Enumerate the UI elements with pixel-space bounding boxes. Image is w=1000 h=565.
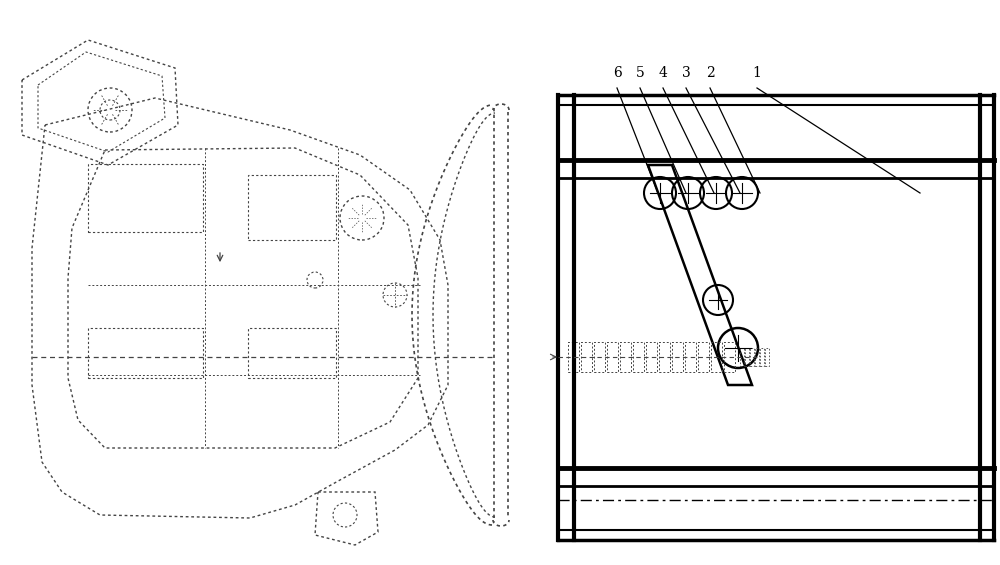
Bar <box>248 175 336 240</box>
Text: 2: 2 <box>706 66 714 80</box>
Bar <box>568 342 579 372</box>
Bar <box>724 342 735 372</box>
Bar <box>633 342 644 372</box>
Bar <box>646 342 657 372</box>
Bar <box>711 342 722 372</box>
Bar <box>755 348 759 366</box>
Text: 1: 1 <box>753 66 761 80</box>
Bar <box>672 342 683 372</box>
Bar <box>760 348 764 366</box>
Text: 6: 6 <box>613 66 621 80</box>
Bar <box>659 342 670 372</box>
Bar <box>620 342 631 372</box>
Bar <box>607 342 618 372</box>
Text: 4: 4 <box>659 66 667 80</box>
Bar <box>745 348 749 366</box>
Bar <box>698 342 709 372</box>
Bar <box>88 328 203 378</box>
Bar <box>765 348 769 366</box>
Bar <box>581 342 592 372</box>
Bar <box>685 342 696 372</box>
Bar <box>750 348 754 366</box>
Bar <box>740 348 744 366</box>
Bar <box>248 328 336 378</box>
Bar <box>88 164 203 232</box>
Bar <box>594 342 605 372</box>
Text: 3: 3 <box>682 66 690 80</box>
Text: 5: 5 <box>636 66 644 80</box>
